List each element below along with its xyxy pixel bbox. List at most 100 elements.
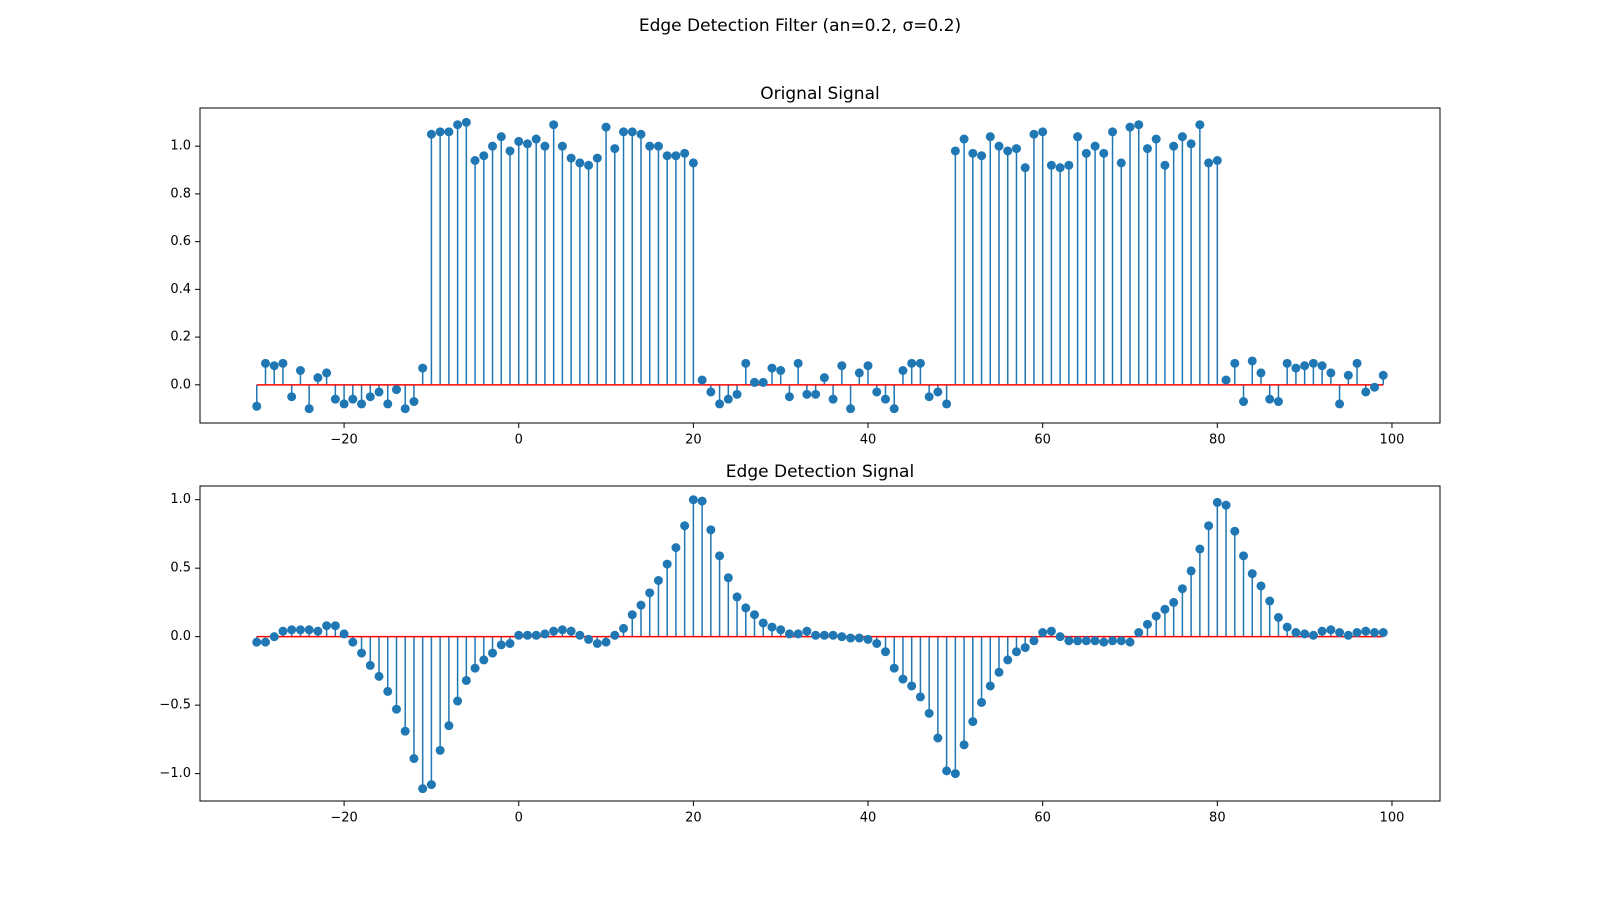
stem-marker — [1326, 368, 1336, 378]
y-tick-label: 0.0 — [170, 629, 191, 644]
x-tick-label: 0 — [515, 811, 523, 826]
stem-marker — [732, 592, 742, 602]
stem-marker — [1291, 363, 1301, 373]
stem-marker — [1160, 160, 1170, 170]
stem-marker — [1020, 163, 1030, 173]
stem-marker — [1055, 632, 1065, 642]
x-tick-label: −20 — [330, 811, 357, 826]
stem-marker — [1265, 394, 1275, 404]
axes-frame — [199, 485, 1441, 802]
stem-marker — [1064, 636, 1074, 646]
stem-marker — [374, 671, 384, 681]
stem-marker — [1256, 581, 1266, 591]
stem-marker — [793, 358, 803, 368]
stem-marker — [680, 148, 690, 158]
stem-marker — [357, 648, 367, 658]
stem-marker — [584, 160, 594, 170]
stem-marker — [942, 766, 952, 776]
x-tick-label: 60 — [1034, 811, 1051, 826]
stem-marker — [584, 634, 594, 644]
stem-marker — [1352, 628, 1362, 638]
stem-marker — [418, 784, 428, 794]
stem-marker — [1326, 625, 1336, 635]
stem-marker — [400, 404, 410, 414]
stem-marker — [1239, 397, 1249, 407]
stem-marker — [854, 633, 864, 643]
x-tick-label: 0 — [515, 433, 523, 448]
stem-marker — [1230, 526, 1240, 536]
stem-marker — [994, 667, 1004, 677]
stem-marker — [435, 127, 445, 137]
x-tick-label: 80 — [1209, 433, 1226, 448]
stem-marker — [846, 633, 856, 643]
stem-marker — [1317, 361, 1327, 371]
stem-marker — [907, 681, 917, 691]
stem-marker — [1090, 141, 1100, 151]
stem-marker — [409, 754, 419, 764]
stem-marker — [950, 146, 960, 156]
axes-frame — [199, 107, 1441, 424]
stem-marker — [1186, 139, 1196, 149]
stem-marker — [540, 629, 550, 639]
stem-marker — [1308, 630, 1318, 640]
stem-marker — [1029, 129, 1039, 139]
stem-marker — [575, 158, 585, 168]
stem-marker — [330, 621, 340, 631]
stem-marker — [400, 726, 410, 736]
stem-marker — [1352, 358, 1362, 368]
stem-marker — [819, 630, 829, 640]
stem-marker — [1125, 122, 1135, 132]
stem-marker — [252, 637, 262, 647]
stem-marker — [985, 132, 995, 142]
stem-marker — [1142, 619, 1152, 629]
stem-marker — [540, 141, 550, 151]
stem-marker — [418, 363, 428, 373]
stem-marker — [898, 366, 908, 375]
stem-marker — [959, 740, 969, 750]
stem-marker — [1134, 628, 1144, 638]
stem-marker — [1073, 636, 1083, 646]
stem-marker — [828, 394, 838, 404]
stem-marker — [854, 368, 864, 378]
stem-marker — [1134, 120, 1144, 130]
stem-marker — [968, 148, 978, 158]
stem-marker — [863, 634, 873, 644]
x-tick-label: 100 — [1380, 811, 1405, 826]
stem-marker — [514, 630, 524, 640]
stem-marker — [784, 629, 794, 639]
stem-marker — [924, 392, 934, 402]
stem-marker — [1142, 144, 1152, 154]
stem-marker — [758, 377, 768, 387]
stem-marker — [1038, 628, 1048, 638]
stem-marker — [304, 404, 314, 414]
stem-marker — [837, 632, 847, 642]
stem-marker — [1212, 156, 1222, 165]
stem-marker — [636, 129, 646, 139]
stem-marker — [426, 129, 436, 139]
stem-marker — [653, 576, 663, 585]
stem-marker — [741, 358, 751, 368]
stem-marker — [688, 158, 698, 168]
x-tick-label: 40 — [860, 433, 877, 448]
stem-marker — [575, 630, 585, 640]
stem-marker — [260, 358, 270, 368]
stem-marker — [1300, 629, 1310, 639]
y-tick-label: −0.5 — [159, 698, 191, 713]
stem-marker — [322, 621, 332, 631]
stem-marker — [1195, 544, 1205, 554]
stem-marker — [287, 392, 297, 402]
stem-marker — [453, 696, 463, 706]
x-tick-label: 40 — [860, 811, 877, 826]
stem-marker — [645, 141, 655, 151]
stem-marker — [1273, 397, 1283, 407]
stem-marker — [1125, 637, 1135, 647]
stem-marker — [339, 399, 349, 409]
stem-marker — [723, 573, 733, 583]
stem-marker — [968, 717, 978, 727]
stem-marker — [374, 387, 384, 397]
stem-marker — [1116, 636, 1126, 646]
stem-marker — [295, 366, 305, 375]
stem-marker — [260, 637, 270, 647]
stem-marker — [802, 389, 812, 399]
